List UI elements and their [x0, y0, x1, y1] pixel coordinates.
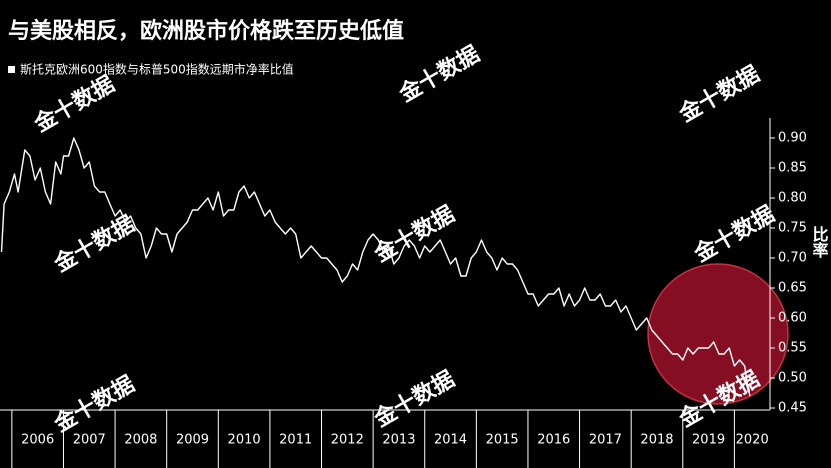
x-tick-label: 2020 — [736, 433, 769, 448]
y-tick-label: 0.55 — [778, 341, 807, 356]
x-tick-label: 2014 — [434, 433, 467, 448]
x-tick-label: 2015 — [486, 433, 519, 448]
y-tick-label: 0.75 — [778, 220, 807, 235]
y-tick-label: 0.80 — [778, 190, 807, 205]
y-axis-label: 比率 — [810, 226, 829, 259]
x-tick-label: 2006 — [21, 433, 54, 448]
x-tick-label: 2007 — [73, 433, 106, 448]
y-tick-label: 0.65 — [778, 281, 807, 296]
y-tick-label: 0.90 — [778, 130, 807, 145]
x-tick-label: 2008 — [124, 433, 157, 448]
y-tick-label: 0.45 — [778, 401, 807, 416]
y-tick-label: 0.85 — [778, 160, 807, 175]
x-tick-label: 2011 — [279, 433, 312, 448]
highlight-circle — [647, 263, 789, 405]
legend-swatch — [8, 66, 15, 73]
x-tick-label: 2012 — [331, 433, 364, 448]
y-tick-label: 0.70 — [778, 250, 807, 265]
x-tick-label: 2018 — [640, 433, 673, 448]
y-tick-label: 0.50 — [778, 371, 807, 386]
data-line — [0, 137, 751, 397]
chart-title: 与美股相反，欧洲股市价格跌至历史低值 — [8, 18, 404, 44]
legend-label: 斯托克欧洲600指数与标普500指数远期市净率比值 — [20, 62, 294, 77]
x-tick-label: 2019 — [692, 433, 725, 448]
x-tick-label: 2013 — [382, 433, 415, 448]
y-tick-label: 0.60 — [778, 311, 807, 326]
x-tick-label: 2017 — [589, 433, 622, 448]
x-tick-label: 2016 — [537, 433, 570, 448]
x-tick-label: 2009 — [176, 433, 209, 448]
x-tick-label: 2010 — [228, 433, 261, 448]
